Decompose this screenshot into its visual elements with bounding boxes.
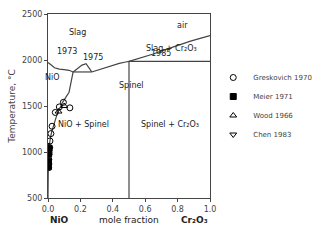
svg-text:Slag + Cr₂O₃: Slag + Cr₂O₃ <box>146 44 197 53</box>
svg-text:2500: 2500 <box>22 10 42 19</box>
svg-text:NiO: NiO <box>50 215 69 225</box>
svg-text:1.0: 1.0 <box>204 205 217 214</box>
svg-text:1500: 1500 <box>22 102 42 111</box>
svg-text:NiO + Spinel: NiO + Spinel <box>58 120 109 129</box>
svg-text:1975: 1975 <box>83 53 103 62</box>
svg-text:0.4: 0.4 <box>106 205 119 214</box>
svg-text:Spinel + Cr₂O₃: Spinel + Cr₂O₃ <box>141 120 199 129</box>
svg-text:0.6: 0.6 <box>139 205 152 214</box>
svg-text:Greskovich 1970: Greskovich 1970 <box>253 74 312 82</box>
svg-text:Spinel: Spinel <box>119 81 144 90</box>
svg-text:Wood 1966: Wood 1966 <box>253 112 293 120</box>
svg-text:1000: 1000 <box>22 148 42 157</box>
svg-text:Chen 1983: Chen 1983 <box>253 131 291 139</box>
svg-text:mole fraction: mole fraction <box>99 215 159 225</box>
svg-text:0.0: 0.0 <box>42 205 55 214</box>
svg-text:1973: 1973 <box>57 47 77 56</box>
svg-text:NiO: NiO <box>45 73 60 82</box>
svg-text:0.8: 0.8 <box>171 205 184 214</box>
svg-text:500: 500 <box>27 194 42 203</box>
svg-text:Cr₂O₃: Cr₂O₃ <box>181 215 208 225</box>
svg-text:0.2: 0.2 <box>74 205 87 214</box>
svg-text:Temperature, °C: Temperature, °C <box>7 69 17 144</box>
svg-text:Meier 1971: Meier 1971 <box>253 93 293 101</box>
svg-text:2000: 2000 <box>22 56 42 65</box>
svg-text:Slag: Slag <box>69 28 86 37</box>
svg-text:air: air <box>177 21 188 30</box>
svg-text:1985: 1985 <box>151 49 171 58</box>
